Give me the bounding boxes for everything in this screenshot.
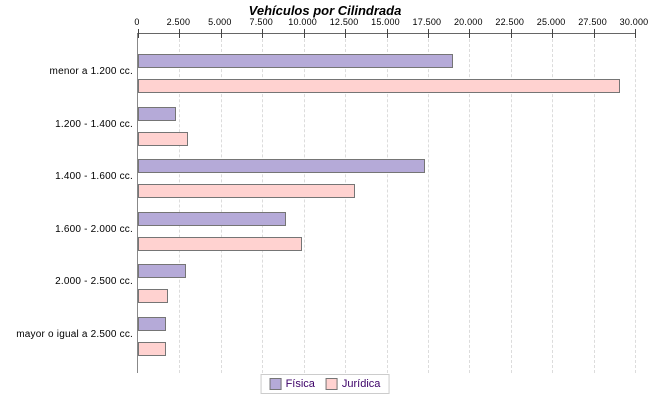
bar-juridica (138, 131, 189, 146)
x-axis-tick-label: 0 (134, 17, 140, 27)
gridline (427, 34, 429, 373)
bar-fisica (138, 211, 286, 226)
category-label: 1.400 - 1.600 cc. (55, 171, 133, 183)
bar-juridica (138, 289, 169, 304)
plot-area (137, 29, 636, 373)
x-axis-tick (262, 29, 264, 38)
x-axis-tick-labels: 0 2.500 5.000 7.500 10.000 12.500 15.000 17.500… (134, 17, 648, 29)
category-label: menor a 1.200 cc. (49, 66, 133, 77)
x-axis-tick-label: 17.500 (412, 17, 442, 27)
gridline (220, 34, 222, 373)
x-axis-tick-label: 27.500 (578, 17, 607, 27)
bar-juridica (138, 342, 166, 356)
bar-fisica (138, 106, 177, 121)
category-label: mayor o igual a 2.500 cc. (16, 329, 133, 340)
gridline (552, 34, 554, 373)
x-axis-tick (220, 29, 222, 38)
gridline (386, 34, 388, 373)
bar-fisica (138, 54, 454, 68)
gridline (179, 34, 181, 373)
x-axis-tick (469, 29, 471, 38)
gridline (469, 34, 471, 373)
gridline (635, 34, 636, 373)
chart-title: Vehículos por Cilindrada (248, 3, 402, 18)
x-axis-tick (510, 29, 512, 38)
fisica-swatch-icon (269, 378, 282, 390)
bar-fisica (138, 264, 186, 279)
x-axis-tick-label: 15.000 (371, 17, 400, 27)
x-axis-tick (179, 29, 181, 38)
category-label: 2.000 - 2.500 cc. (55, 276, 133, 288)
legend-label-juridica: Jurídica (341, 378, 381, 390)
legend-item-fisica: Física (269, 378, 315, 390)
gridline (303, 34, 305, 373)
x-axis-tick-label: 12.500 (329, 17, 359, 27)
x-axis-tick (593, 29, 595, 38)
x-axis-tick (635, 29, 636, 38)
x-axis-tick-label: 5.000 (208, 17, 232, 27)
x-axis-tick (138, 29, 139, 38)
x-axis-tick-label: 30.000 (619, 17, 649, 27)
x-axis-tick-label: 22.500 (495, 17, 525, 27)
juridica-swatch-icon (325, 378, 338, 390)
bar-juridica (138, 236, 303, 251)
x-axis-tick (303, 29, 305, 38)
category-label: 1.600 - 2.000 cc. (55, 223, 133, 235)
y-axis-category-labels: menor a 1.200 cc. 1.200 - 1.400 cc. 1.400 … (0, 0, 133, 400)
legend-label-fisica: Física (285, 378, 315, 390)
gridline (345, 34, 347, 373)
bar-fisica (138, 159, 425, 174)
x-axis-tick (427, 29, 429, 38)
x-axis-tick-label: 20.000 (453, 17, 483, 27)
x-axis-tick (386, 29, 388, 38)
gridline (510, 34, 512, 373)
x-axis-tick (345, 29, 347, 38)
x-axis-tick (552, 29, 554, 38)
bar-fisica (138, 317, 166, 331)
x-axis-tick-label: 7.500 (249, 17, 274, 27)
gridline (593, 34, 595, 373)
bar-juridica (138, 184, 356, 199)
x-axis-tick-label: 25.000 (536, 17, 566, 27)
bar-juridica (138, 79, 621, 93)
category-label: 1.200 - 1.400 cc. (55, 118, 133, 130)
legend: Física Jurídica (260, 374, 390, 394)
x-axis-tick-label: 10.000 (288, 17, 318, 27)
gridline (262, 34, 264, 373)
x-axis-tick-label: 2.500 (166, 17, 191, 27)
legend-item-juridica: Jurídica (325, 378, 381, 390)
